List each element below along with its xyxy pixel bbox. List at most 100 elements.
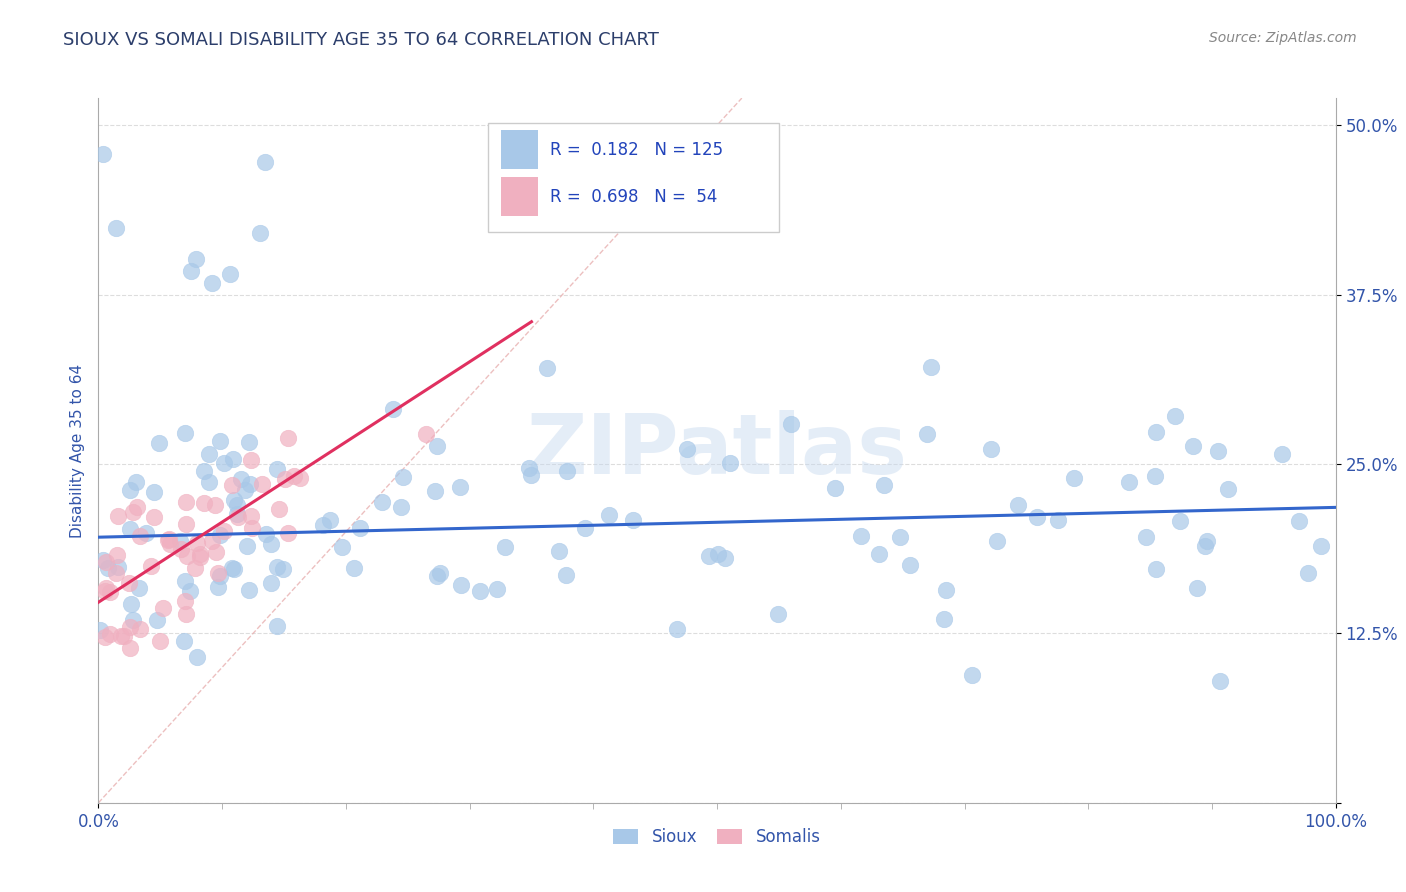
Point: [555, 464, 578, 478]
Point: [1135, 530, 1157, 544]
Point: [105, 221, 128, 235]
Point: [222, 562, 245, 576]
Point: [204, 545, 226, 559]
Point: [676, 442, 699, 456]
Point: [1271, 447, 1294, 461]
Point: [142, 510, 165, 524]
Point: [208, 434, 231, 448]
Point: [107, 559, 129, 574]
Point: [1118, 475, 1140, 489]
Point: [370, 495, 392, 509]
Point: [157, 532, 180, 546]
Point: [290, 470, 312, 484]
Point: [1298, 566, 1320, 580]
Point: [93, 147, 115, 161]
Point: [1164, 409, 1187, 424]
Point: [330, 541, 353, 555]
Point: [898, 558, 921, 573]
Point: [253, 154, 276, 169]
Point: [159, 537, 181, 551]
Point: [107, 508, 129, 523]
Text: SIOUX VS SOMALI DISABILITY AGE 35 TO 64 CORRELATION CHART: SIOUX VS SOMALI DISABILITY AGE 35 TO 64 …: [63, 31, 659, 49]
Point: [425, 483, 447, 498]
Point: [468, 584, 491, 599]
Point: [260, 575, 283, 590]
Point: [274, 472, 297, 486]
Point: [238, 435, 260, 450]
Point: [120, 640, 142, 655]
Point: [707, 547, 730, 561]
Point: [768, 607, 790, 622]
Point: [198, 475, 221, 490]
Point: [188, 549, 211, 564]
Point: [91, 553, 114, 567]
Point: [188, 547, 211, 561]
Point: [118, 619, 141, 633]
Point: [277, 526, 299, 541]
Point: [283, 469, 305, 483]
Point: [121, 597, 143, 611]
Point: [176, 495, 198, 509]
Point: [98, 584, 121, 599]
Point: [1144, 425, 1167, 440]
Point: [207, 581, 229, 595]
Point: [221, 478, 243, 492]
Point: [520, 467, 543, 482]
Point: [129, 529, 152, 543]
Point: [239, 477, 262, 491]
Point: [104, 566, 127, 581]
Point: [169, 534, 191, 549]
Point: [184, 252, 207, 266]
Point: [1187, 581, 1209, 595]
Point: [449, 480, 471, 494]
Point: [254, 526, 277, 541]
Legend: Sioux, Somalis: Sioux, Somalis: [609, 822, 825, 851]
Point: [780, 417, 803, 432]
Point: [517, 461, 540, 475]
Point: [1288, 514, 1310, 528]
Point: [312, 517, 335, 532]
Point: [240, 453, 263, 467]
Point: [212, 456, 235, 470]
Point: [1144, 562, 1167, 576]
Point: [1209, 674, 1232, 689]
Point: [824, 482, 846, 496]
Text: R =  0.698   N =  54: R = 0.698 N = 54: [550, 188, 717, 206]
Point: [146, 613, 169, 627]
Text: Source: ZipAtlas.com: Source: ZipAtlas.com: [1209, 31, 1357, 45]
Point: [229, 472, 252, 486]
Point: [1218, 482, 1240, 496]
Point: [135, 525, 157, 540]
Point: [250, 477, 273, 491]
Point: [249, 226, 271, 240]
Point: [204, 498, 226, 512]
Point: [1195, 533, 1218, 548]
Point: [176, 516, 198, 531]
Point: [94, 555, 117, 569]
Point: [915, 426, 938, 441]
Y-axis label: Disability Age 35 to 64: Disability Age 35 to 64: [69, 363, 84, 538]
Point: [980, 442, 1002, 456]
Point: [118, 575, 141, 590]
Point: [142, 485, 165, 500]
Point: [960, 667, 983, 681]
Point: [426, 568, 449, 582]
Point: [174, 574, 197, 588]
Point: [240, 508, 263, 523]
Point: [148, 436, 170, 450]
Point: [110, 629, 132, 643]
Point: [208, 569, 231, 583]
Point: [121, 613, 143, 627]
Point: [621, 513, 644, 527]
Point: [186, 649, 208, 664]
Point: [266, 462, 288, 476]
Point: [536, 360, 558, 375]
Point: [98, 627, 121, 641]
Point: [139, 558, 162, 573]
Point: [260, 537, 283, 551]
FancyBboxPatch shape: [501, 130, 537, 169]
Point: [174, 594, 197, 608]
Point: [547, 544, 569, 558]
Point: [1026, 509, 1049, 524]
Point: [221, 561, 243, 575]
